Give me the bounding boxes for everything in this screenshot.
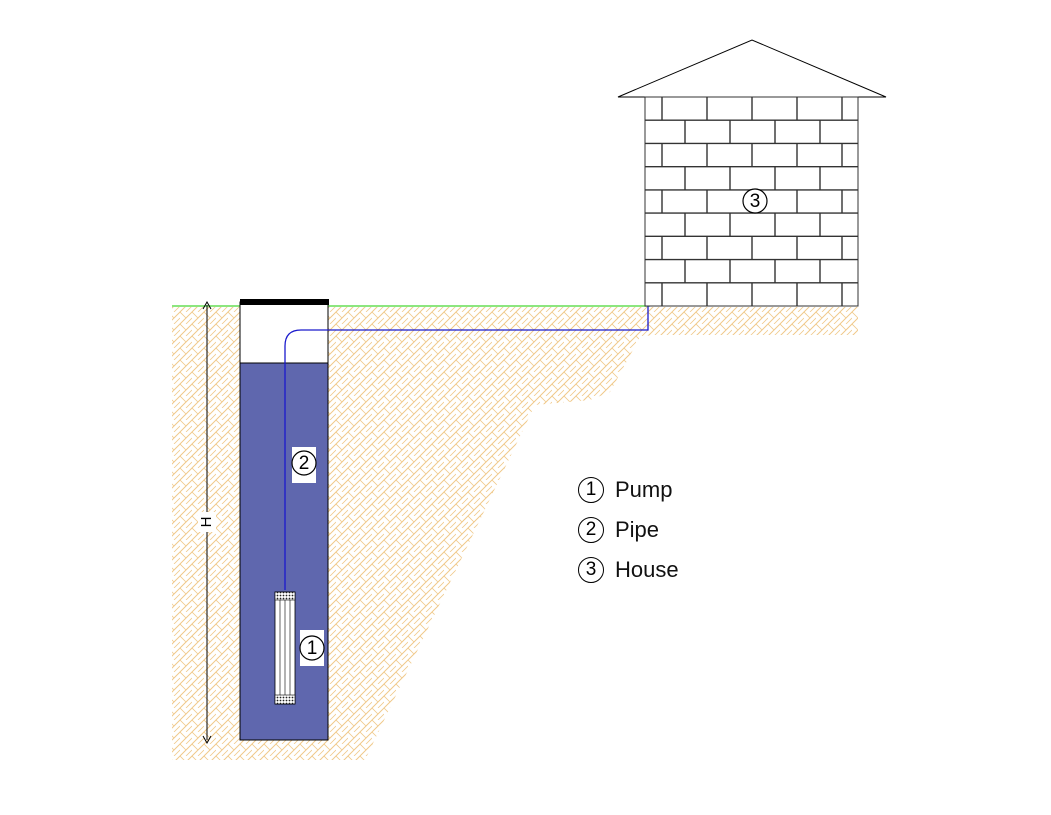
height-label: H (198, 517, 215, 528)
legend-item-pump: 1 Pump (578, 470, 679, 510)
legend-number: 3 (578, 557, 604, 583)
legend-item-pipe: 2 Pipe (578, 510, 679, 550)
legend-number: 2 (578, 517, 604, 543)
callout-pump: 1 (299, 630, 325, 666)
house-roof (617, 39, 887, 98)
callout-pipe: 2 (291, 447, 317, 483)
svg-text:1: 1 (307, 638, 318, 659)
legend-label: House (615, 557, 679, 582)
svg-text:3: 3 (750, 191, 761, 212)
house (617, 39, 887, 307)
legend-label: Pipe (615, 517, 660, 542)
svg-text:2: 2 (299, 453, 310, 474)
soil-hatch (172, 307, 858, 760)
legend-number: 1 (578, 477, 604, 503)
legend-label: Pump (615, 477, 673, 502)
well-cap (240, 299, 329, 305)
legend: 1 Pump 2 Pipe 3 House (578, 470, 679, 590)
pipe (284, 286, 649, 590)
legend-item-house: 3 House (578, 550, 679, 590)
callout-house: 3 (742, 188, 768, 214)
brick-pattern (645, 97, 858, 306)
pump (274, 591, 296, 705)
